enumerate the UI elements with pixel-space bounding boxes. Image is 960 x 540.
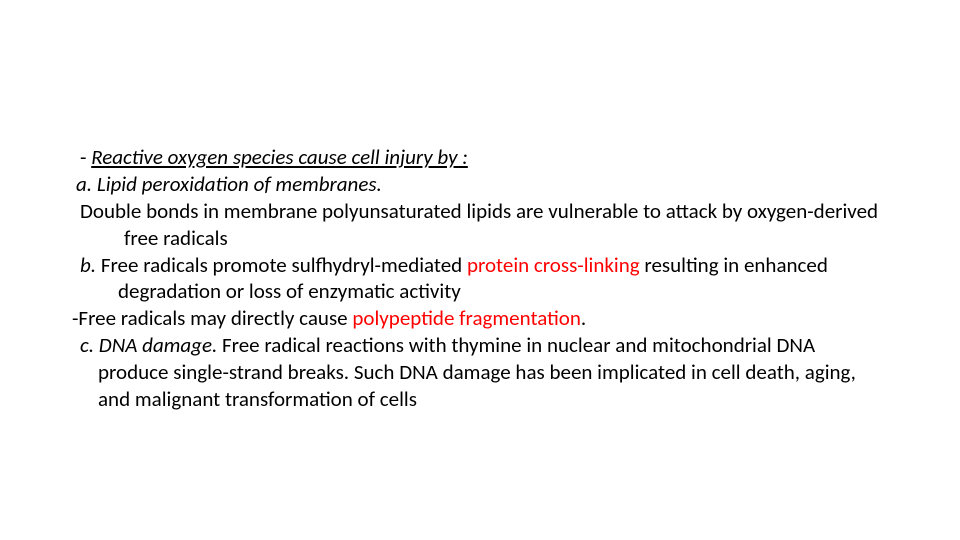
item-c: c. DNA damage. Free radical reactions wi… — [72, 332, 888, 413]
header-text: Reactive oxygen species cause cell injur… — [91, 144, 468, 170]
item-b-free-lead: -Free radicals may directly cause — [72, 305, 352, 331]
item-c-emph: DNA damage. — [99, 332, 222, 358]
slide: - Reactive oxygen species cause cell inj… — [0, 0, 960, 540]
item-b: b. Free radicals promote sulfhydryl-medi… — [72, 252, 888, 306]
item-b-free: -Free radicals may directly cause polype… — [72, 305, 888, 332]
item-a-label: a. — [76, 171, 97, 197]
header-dash: - — [80, 144, 91, 170]
item-b-lead: Free radicals promote sulfhydryl-mediate… — [101, 252, 467, 278]
item-c-label: c. — [80, 332, 99, 358]
header-line: - Reactive oxygen species cause cell inj… — [80, 144, 888, 171]
item-b-free-tail: . — [581, 305, 586, 331]
item-a-tail: of membranes. — [249, 171, 382, 197]
item-a-emph: Lipid peroxidation — [97, 171, 249, 197]
item-a-desc: Double bonds in membrane polyunsaturated… — [72, 198, 888, 252]
item-b-red1: protein cross-linking — [467, 252, 644, 278]
item-b-red2: polypeptide fragmentation — [352, 305, 581, 331]
item-b-label: b. — [80, 252, 101, 278]
item-a: a. Lipid peroxidation of membranes. — [76, 171, 888, 198]
